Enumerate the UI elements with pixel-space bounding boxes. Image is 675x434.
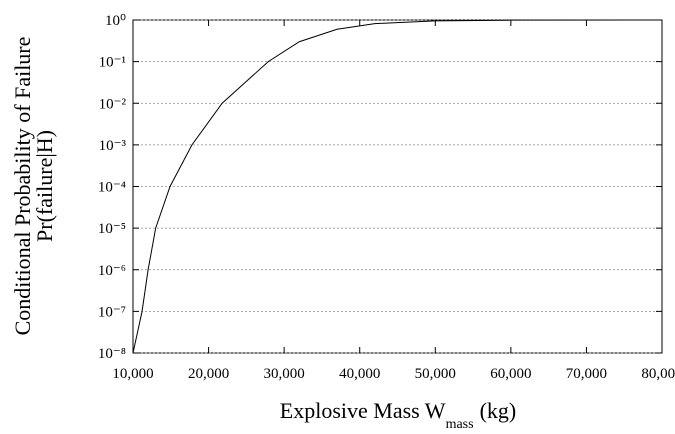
y-tick-label: 10⁻¹ xyxy=(99,55,126,71)
y-axis-label: Pr(failure|H) xyxy=(32,130,57,242)
x-tick-label: 50,000 xyxy=(415,366,456,382)
y-tick-label: 10⁻⁵ xyxy=(98,221,126,237)
x-axis-label-main: Explosive Mass W xyxy=(280,398,446,423)
y-tick-label: 10⁻⁴ xyxy=(98,180,126,196)
y-tick-label: 10⁻² xyxy=(99,96,127,112)
data-line xyxy=(132,19,663,354)
y-tick-label: 10⁻⁷ xyxy=(98,304,126,320)
x-tick-label: 10,000 xyxy=(112,366,153,382)
x-tick-label: 40,000 xyxy=(339,366,380,382)
y-tick-label: 10⁻³ xyxy=(99,138,127,154)
x-axis-label-sub: mass xyxy=(446,417,474,432)
x-tick-label: 70,000 xyxy=(566,366,607,382)
x-tick-label: 60,000 xyxy=(490,366,531,382)
x-tick-label: 20,000 xyxy=(188,366,229,382)
x-axis-label: Explosive Mass Wmass (kg) xyxy=(280,398,516,432)
y-axis-label: Conditional Probability of Failure xyxy=(10,37,35,336)
y-tick-label: 10⁻⁶ xyxy=(98,263,126,279)
x-axis-label-unit: (kg) xyxy=(480,398,517,423)
y-tick-label: 10⁻⁸ xyxy=(98,346,126,362)
x-tick-label: 30,000 xyxy=(264,366,305,382)
x-tick-label: 80,000 xyxy=(641,366,675,382)
y-tick-label: 10⁰ xyxy=(105,13,126,29)
